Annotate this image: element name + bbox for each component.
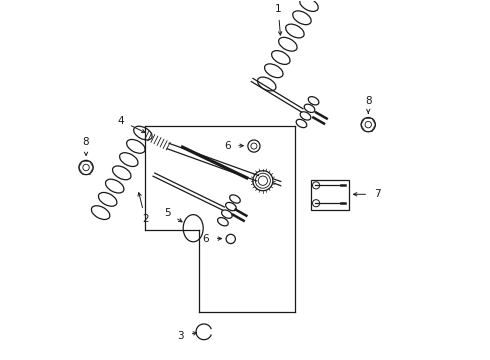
Text: 8: 8 xyxy=(83,138,89,148)
Text: 4: 4 xyxy=(118,116,124,126)
Text: 1: 1 xyxy=(275,4,282,14)
Text: 8: 8 xyxy=(365,96,371,107)
Bar xyxy=(311,180,348,210)
Text: 6: 6 xyxy=(224,141,230,151)
Text: 3: 3 xyxy=(177,331,184,341)
Text: 7: 7 xyxy=(374,189,380,199)
Text: 5: 5 xyxy=(165,208,171,218)
Text: 2: 2 xyxy=(142,214,148,224)
Text: 6: 6 xyxy=(202,234,209,244)
